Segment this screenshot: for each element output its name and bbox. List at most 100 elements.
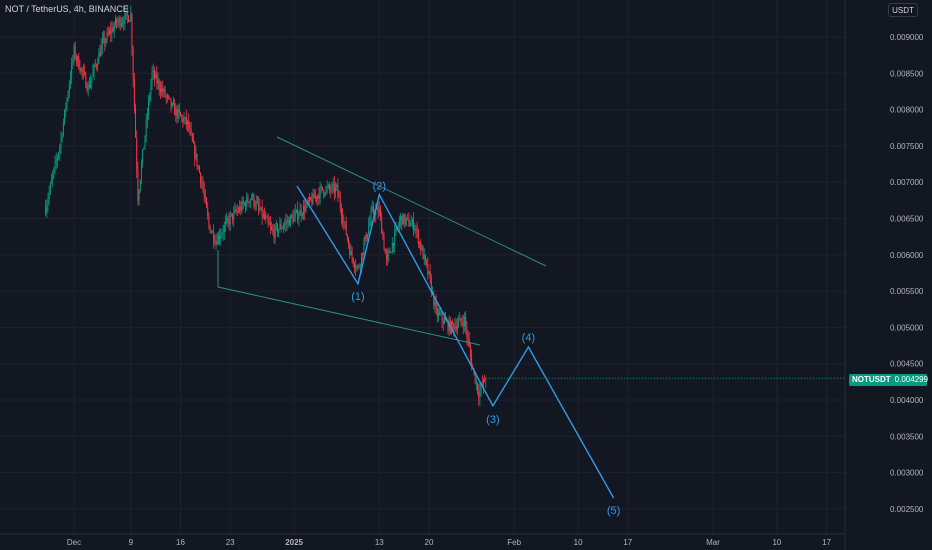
candle-body [69,78,71,85]
candle-body [280,224,282,229]
candle-body [415,228,417,230]
candle-body [337,184,339,196]
candle-body [260,207,262,210]
candle-body [461,321,463,324]
candle-body [269,224,271,227]
candle-body [292,216,294,222]
candle-body [398,221,400,227]
candle-body [59,146,61,153]
candle-body [243,203,245,205]
candle-body [189,128,191,130]
candle-body [469,346,471,357]
candle-body [223,225,225,233]
candle-body [377,207,379,214]
candle-body [66,98,68,109]
candle-body [435,301,437,309]
candle-body [475,382,477,384]
candle-body [383,236,385,250]
candle-body [273,231,275,238]
wave-label: (4) [522,332,535,344]
candle-body [286,221,288,223]
candle-body [120,23,122,27]
candle-body [267,217,269,223]
candle-body [419,242,421,244]
candle-body [135,106,137,138]
candle-body [174,104,176,116]
candle-body [409,225,411,227]
time-tick-label: 17 [623,538,632,547]
candle-body [361,252,363,266]
candle-body [168,95,170,98]
candle-body [471,356,473,368]
candle-body [477,382,479,392]
candle-body [464,316,465,327]
candle-body [228,219,230,225]
candle-body [249,199,251,204]
candle-body [188,120,190,129]
candle-body [272,228,274,232]
candle-body [327,185,329,187]
candle-body [110,30,112,34]
candle-body [123,22,125,24]
candle-body [213,231,215,242]
candle-body [87,85,89,91]
candle-body [77,56,79,60]
candle-body [426,259,428,264]
candle-body [397,226,399,228]
candle-body [330,188,332,191]
candle-body [376,207,378,210]
candle-body [111,28,113,34]
candle-body [131,13,133,50]
candle-body [93,65,95,72]
price-tick-label: 0.006000 [890,251,924,260]
candle-body [295,209,297,213]
candle-body [308,197,310,202]
candle-body [73,46,75,60]
candle-body [404,218,406,224]
price-tick-label: 0.002500 [890,505,924,514]
candle-body [264,214,266,219]
candle-body [45,207,47,214]
candle-body [384,249,386,254]
candle-body [104,37,106,44]
candle-body [433,291,435,306]
candle-body [139,179,141,191]
candle-body [78,56,80,69]
candle-body [185,116,187,124]
candle-body [484,378,486,382]
candle-body [98,52,100,64]
candle-body [285,221,287,224]
candle-body [239,206,241,212]
candle-body [259,207,261,210]
candle-body [255,201,257,207]
candle-body [436,308,438,317]
candle-body [342,216,344,223]
candle-body [366,234,368,240]
candle-body [169,97,171,99]
candlestick-series [45,5,487,407]
candle-body [100,45,102,57]
candle-body [378,208,380,214]
candle-body [304,205,306,212]
candle-body [119,18,121,27]
candle-body [236,210,238,212]
candle-body [277,225,279,233]
candle-body [455,326,457,330]
candle-body [245,203,247,208]
candle-body [136,137,138,170]
candle-body [441,313,443,321]
candle-body [310,197,312,200]
candle-body [462,323,464,327]
candle-body [251,197,252,200]
currency-button[interactable]: USDT [888,3,918,17]
candle-body [172,102,174,105]
candle-body [365,235,367,240]
candle-body [345,222,347,235]
candle-body [124,13,126,24]
candle-body [447,321,449,331]
candle-body [434,301,436,306]
candle-body [166,95,168,97]
candle-body [266,217,268,219]
candle-body [248,202,250,204]
